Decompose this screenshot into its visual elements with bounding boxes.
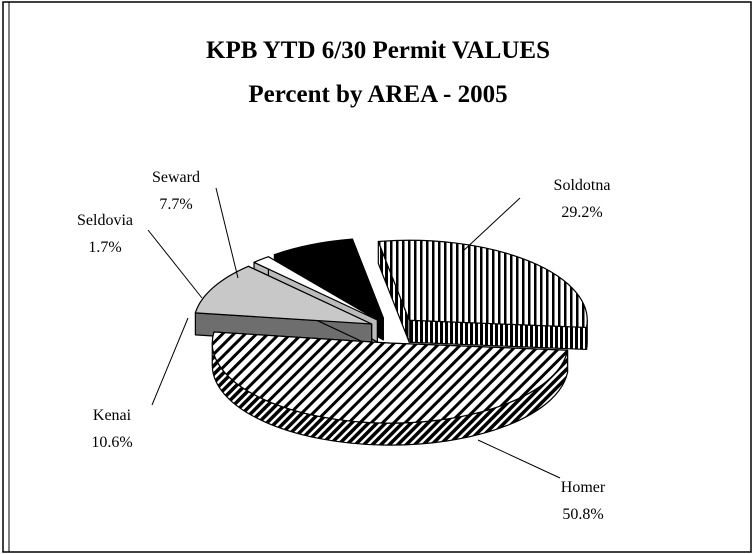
slice-top (194, 265, 373, 325)
pie (194, 238, 588, 446)
leader-line (147, 229, 203, 299)
leader-line (151, 317, 189, 406)
labels: Soldotna 29.2% Homer 50.8% Kenai 10.6% Seldovi… (77, 169, 610, 523)
slice-label: Soldotna (554, 177, 611, 194)
slice (194, 265, 373, 347)
chart-subtitle: Percent by AREA - 2005 (248, 81, 507, 108)
slice (377, 239, 588, 351)
leader-line (461, 197, 521, 253)
slice-label: Seldovia (77, 212, 133, 229)
slice-label: Seward (152, 169, 200, 186)
slice-top (211, 331, 569, 424)
slice-top (273, 238, 384, 319)
slice-value: 50.8% (562, 506, 603, 523)
slice-top (253, 256, 378, 321)
slice-value: 7.7% (159, 196, 192, 213)
slice-top (377, 239, 588, 329)
slice-label: Kenai (93, 407, 132, 424)
slice-label: Homer (561, 479, 606, 496)
leader-line (477, 439, 561, 479)
slice (211, 331, 569, 446)
slice-value: 1.7% (88, 239, 121, 256)
slice-value: 10.6% (91, 434, 132, 451)
leader-line (215, 187, 239, 279)
slice-value: 29.2% (561, 204, 602, 221)
chart-title: KPB YTD 6/30 Permit VALUES (206, 37, 550, 64)
